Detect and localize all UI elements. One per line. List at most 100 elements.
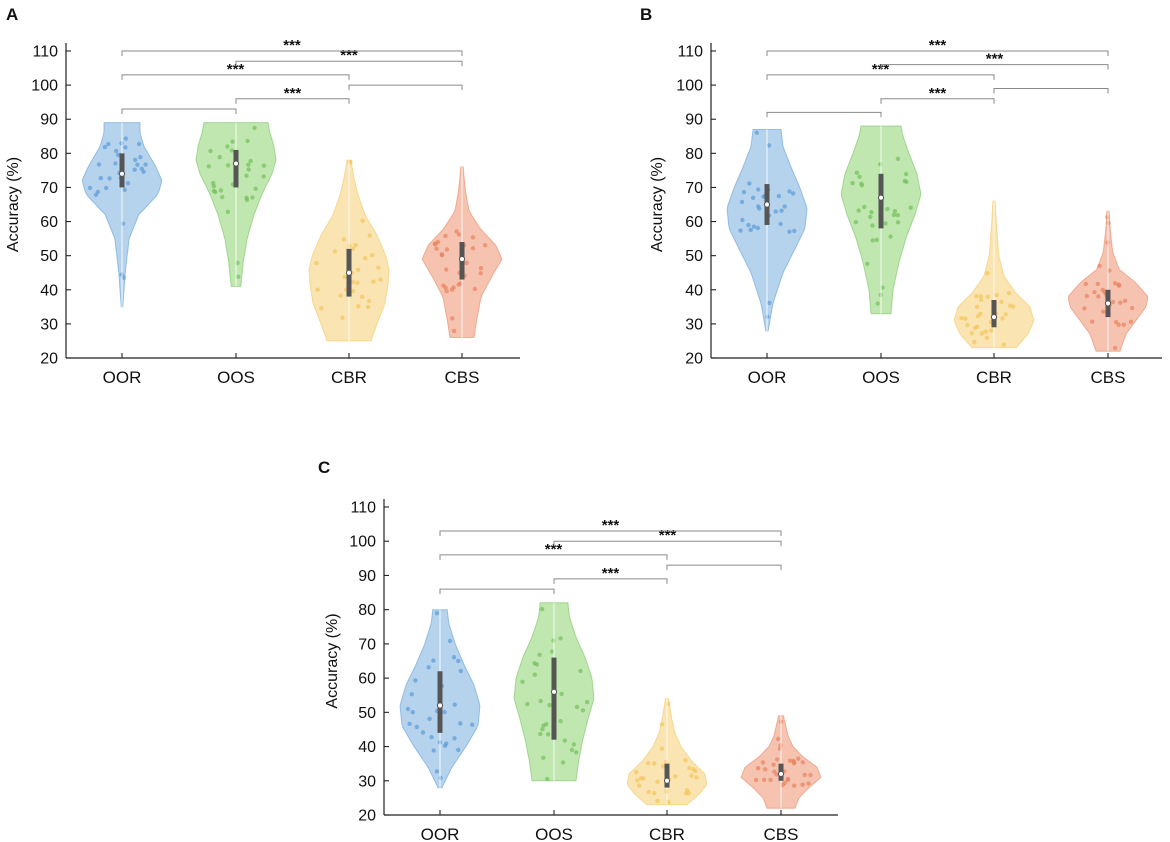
data-point: [225, 163, 231, 168]
data-point: [870, 223, 875, 228]
data-point: [246, 167, 251, 172]
data-point: [782, 204, 787, 209]
significance-bracket: ***: [553, 565, 668, 584]
bracket-line: [880, 98, 995, 104]
data-point: [885, 206, 890, 212]
data-point: [483, 243, 488, 248]
data-point: [248, 158, 253, 164]
data-point: [1130, 305, 1135, 311]
data-point: [747, 181, 752, 186]
violin-oos: [195, 122, 277, 287]
panel-c: C 20 30 40 50 60 70 80 90 100 110 Accuracy (%) OOR OO…: [318, 458, 838, 842]
data-point: [808, 772, 813, 778]
data-point: [895, 213, 900, 218]
y-tick-label: 80: [358, 602, 376, 619]
data-point: [574, 704, 580, 710]
data-point: [746, 222, 751, 228]
data-point: [549, 649, 555, 654]
y-tick-label: 90: [40, 112, 58, 129]
significance-stars: ***: [929, 85, 947, 102]
data-point: [132, 167, 137, 172]
bracket-line: [235, 98, 350, 104]
data-point: [646, 789, 651, 795]
y-axis-label: Accuracy (%): [324, 613, 341, 708]
data-point: [246, 162, 251, 167]
data-point: [220, 195, 225, 200]
data-point: [754, 130, 759, 135]
data-point: [434, 611, 440, 616]
data-point: [558, 636, 563, 641]
data-point: [792, 228, 797, 234]
data-point: [969, 331, 974, 336]
y-tick-label: 100: [31, 78, 58, 95]
bracket-line: [235, 60, 463, 67]
data-point: [963, 316, 968, 321]
data-point: [458, 721, 463, 726]
data-point: [1101, 309, 1106, 314]
data-point: [1090, 319, 1095, 324]
data-point: [1095, 281, 1101, 287]
data-point: [540, 727, 545, 732]
data-point: [314, 260, 319, 266]
data-point: [355, 280, 360, 285]
median-marker: [663, 777, 671, 784]
data-point: [464, 260, 469, 266]
iqr-box: [233, 149, 239, 188]
bracket-line: [121, 108, 237, 114]
significance-stars: ***: [227, 61, 245, 78]
data-point: [541, 755, 546, 760]
significance-bracket: [666, 564, 782, 571]
data-point: [1000, 316, 1005, 321]
data-point: [985, 294, 990, 299]
significance-bracket: ***: [121, 61, 350, 80]
data-point: [584, 699, 590, 705]
data-point: [143, 162, 148, 167]
data-point: [558, 719, 563, 724]
bracket-line: [880, 64, 1109, 70]
data-point: [454, 229, 459, 234]
violin-oos: [840, 125, 922, 315]
x-tick-label-oor: OOR: [748, 368, 787, 387]
data-point: [452, 702, 457, 707]
data-point: [230, 139, 235, 144]
data-point: [562, 738, 567, 743]
data-point: [869, 210, 874, 215]
data-point: [106, 141, 111, 147]
data-point: [756, 187, 761, 192]
x-tick-label-oor: OOR: [103, 368, 142, 387]
data-point: [360, 294, 365, 299]
data-point: [532, 672, 537, 677]
data-point: [420, 730, 426, 735]
data-point: [123, 136, 128, 141]
median-marker: [458, 255, 466, 263]
data-point: [1003, 312, 1008, 317]
data-point: [766, 143, 772, 148]
data-point: [776, 193, 782, 199]
data-point: [1083, 281, 1089, 287]
data-point: [225, 144, 230, 149]
data-point: [261, 163, 267, 168]
data-point: [104, 185, 109, 191]
y-tick-label: 20: [685, 351, 703, 368]
iqr-box: [878, 173, 884, 229]
y-axis-label: Accuracy (%): [5, 157, 22, 252]
data-point: [1112, 345, 1118, 351]
data-point: [261, 174, 266, 179]
data-point: [1082, 306, 1087, 311]
data-point: [253, 186, 258, 191]
data-point: [892, 209, 898, 214]
data-point: [874, 237, 879, 243]
data-point: [1100, 287, 1106, 293]
data-point: [98, 175, 104, 181]
data-point: [218, 188, 224, 193]
median-marker: [877, 194, 885, 201]
data-point: [478, 271, 483, 276]
bracket-line: [553, 540, 782, 547]
bracket-line: [348, 84, 463, 91]
data-point: [470, 235, 476, 240]
median-marker: [118, 170, 126, 177]
data-point: [659, 746, 665, 751]
data-point: [356, 267, 361, 272]
data-point: [965, 322, 970, 328]
bracket-line: [121, 50, 463, 56]
